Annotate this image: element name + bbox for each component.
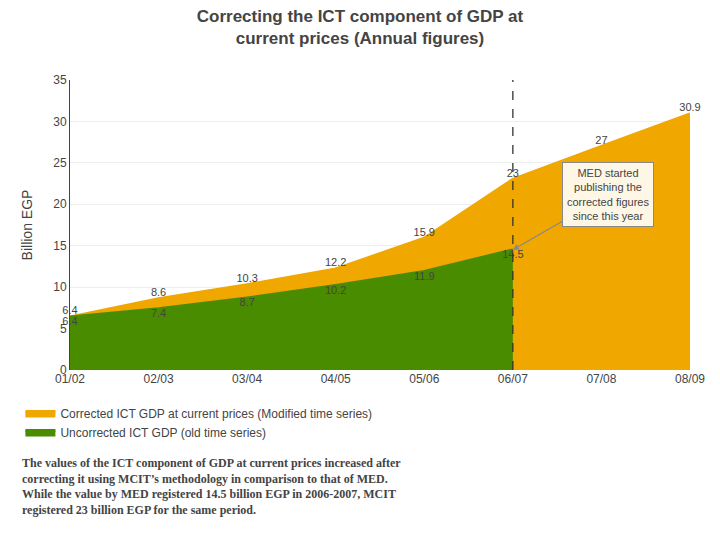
svg-text:6.4: 6.4 — [62, 304, 77, 316]
svg-text:8.7: 8.7 — [239, 296, 254, 308]
svg-text:8.6: 8.6 — [151, 286, 166, 298]
svg-text:15: 15 — [53, 239, 67, 253]
svg-text:The values of the ICT componen: The values of the ICT component of GDP a… — [22, 456, 401, 517]
svg-text:04/05: 04/05 — [321, 372, 351, 386]
svg-text:11.9: 11.9 — [414, 270, 435, 282]
svg-text:35: 35 — [53, 73, 67, 87]
svg-text:30.9: 30.9 — [679, 101, 700, 113]
svg-text:Correcting the ICT component o: Correcting the ICT component of GDP atcu… — [197, 7, 524, 48]
svg-text:02/03: 02/03 — [144, 372, 174, 386]
svg-text:27: 27 — [595, 134, 607, 146]
svg-text:0: 0 — [60, 363, 67, 377]
svg-text:14.5: 14.5 — [502, 248, 523, 260]
svg-text:05/06: 05/06 — [409, 372, 439, 386]
svg-text:08/09: 08/09 — [675, 372, 705, 386]
svg-text:10.2: 10.2 — [325, 284, 346, 296]
svg-text:01/02: 01/02 — [55, 372, 85, 386]
svg-text:03/04: 03/04 — [232, 372, 262, 386]
svg-text:10: 10 — [53, 280, 67, 294]
svg-text:5: 5 — [60, 322, 67, 336]
svg-text:06/07: 06/07 — [498, 372, 528, 386]
svg-text:23: 23 — [507, 167, 519, 179]
svg-text:12.2: 12.2 — [325, 256, 346, 268]
svg-text:30: 30 — [53, 115, 67, 129]
svg-text:MED startedpublishing thecorre: MED startedpublishing thecorrected figur… — [567, 167, 649, 222]
svg-text:25: 25 — [53, 156, 67, 170]
svg-text:15.9: 15.9 — [414, 226, 435, 238]
svg-text:Corrected ICT GDP at current p: Corrected ICT GDP at current prices (Mod… — [60, 407, 372, 421]
svg-text:20: 20 — [53, 197, 67, 211]
svg-text:Uncorrected ICT GDP (old time: Uncorrected ICT GDP (old time series) — [60, 426, 266, 440]
svg-text:6.4: 6.4 — [62, 315, 77, 327]
svg-text:7.4: 7.4 — [151, 307, 166, 319]
svg-text:07/08: 07/08 — [586, 372, 616, 386]
svg-text:Billion EGP: Billion EGP — [19, 190, 35, 261]
svg-text:10.3: 10.3 — [236, 272, 257, 284]
